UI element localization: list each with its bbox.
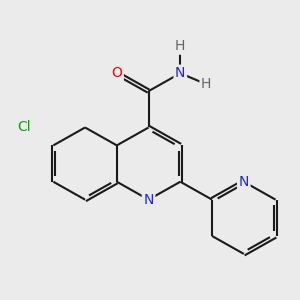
- Text: Cl: Cl: [18, 121, 31, 134]
- Text: N: N: [238, 175, 249, 189]
- Text: N: N: [175, 66, 185, 80]
- Text: H: H: [201, 77, 211, 91]
- Text: N: N: [143, 193, 154, 207]
- Text: O: O: [111, 66, 122, 80]
- Text: H: H: [175, 39, 185, 53]
